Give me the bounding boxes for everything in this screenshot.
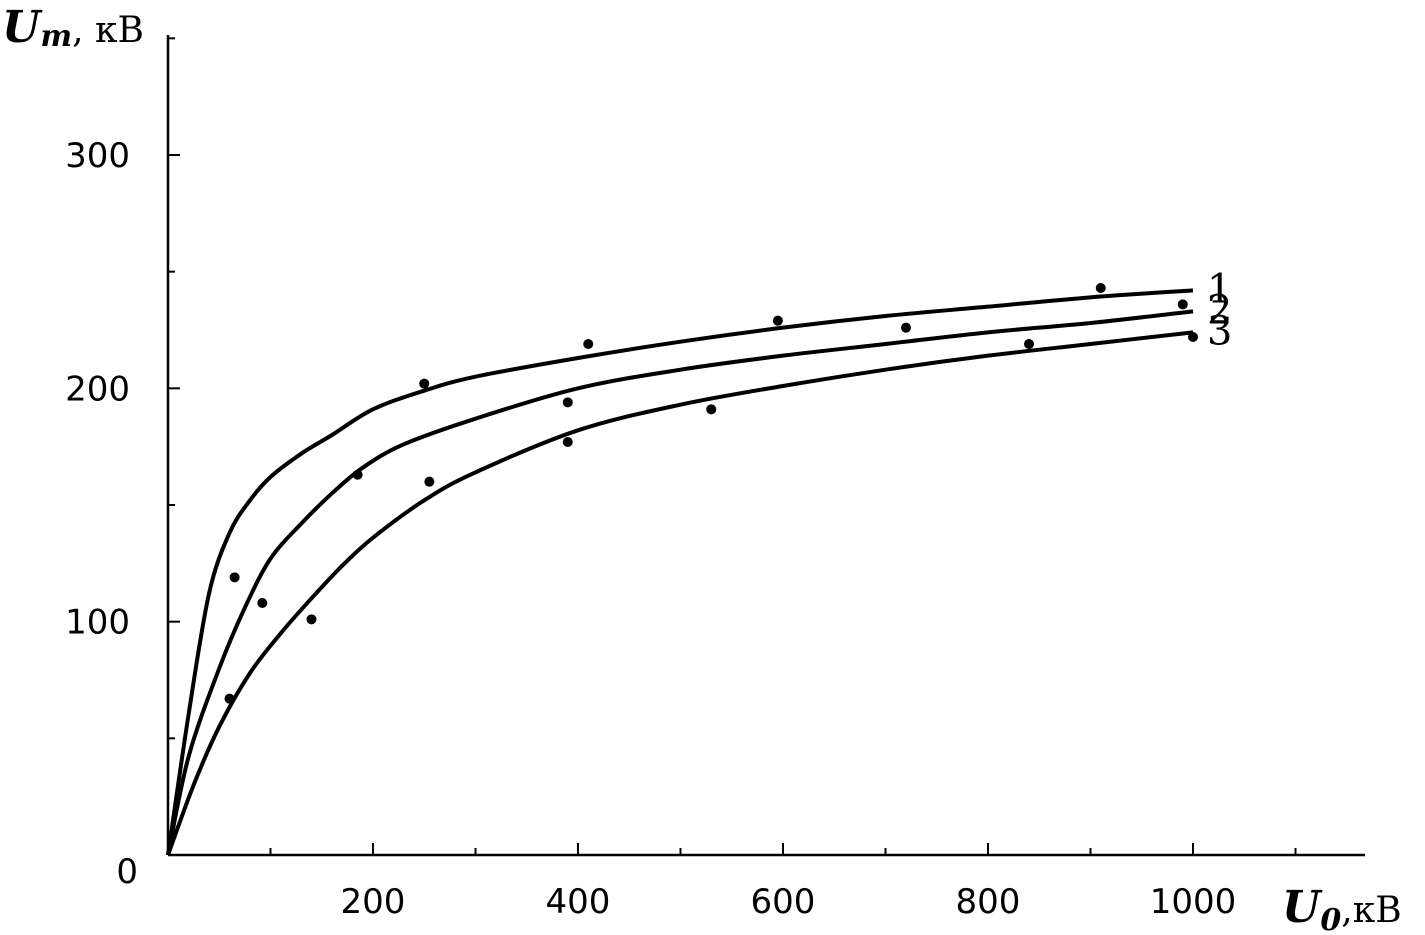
series-1-point [229,572,240,583]
x-tick-label: 600 [751,882,816,922]
data-points [224,283,1198,704]
x-tick-label: 200 [341,882,406,922]
curves [166,288,1194,856]
series-3-point [706,404,717,415]
series-1-line [166,288,1194,856]
series-1-point [419,378,430,389]
series-3-label: 3 [1207,308,1232,354]
series-3-point [562,437,573,447]
series-2-point [352,469,363,480]
y-tick-label: 200 [65,369,130,409]
series-1-point [772,315,783,326]
series-2-label: 2 [1207,287,1232,333]
axes [166,35,1365,857]
x-axis-label: U0,кВ [1282,882,1402,935]
series-3-point [306,614,317,625]
series-2-point [1177,299,1188,310]
series-3-line [166,330,1194,856]
y-tick-label: 0 [116,852,138,892]
series-3-point [424,476,435,487]
y-tick-label: 300 [65,136,130,176]
labels: 123 [1207,266,1232,354]
x-tick-label: 400 [546,882,611,922]
series-1-point [583,339,594,349]
ticks: 200 400 600 800 1000 0 100 200 300 [65,37,1297,922]
series-1-point [901,322,911,333]
series-2-point [224,693,235,704]
series-2-point [562,397,573,408]
y-tick-label: 100 [65,603,130,643]
series-1-label: 1 [1207,266,1232,312]
series-3-point [1188,332,1198,342]
series-3-point [1024,339,1034,349]
x-tick-label: 800 [956,882,1021,922]
series-1-point [1095,283,1106,293]
x-tick-label: 1000 [1150,882,1237,922]
series-2-point [257,598,268,608]
y-axis-label: Um, кВ [2,2,144,54]
series-2-line [166,309,1194,856]
